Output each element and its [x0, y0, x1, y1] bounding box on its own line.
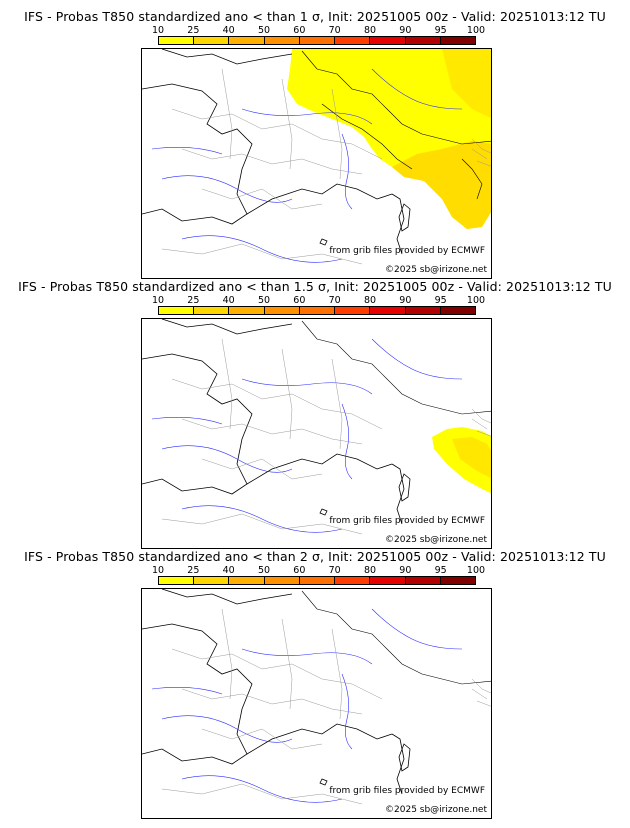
map-svg: [142, 319, 491, 535]
colorbar-swatch: [264, 577, 300, 584]
colorbar-swatch: [405, 577, 441, 584]
colorbar-swatch: [370, 307, 406, 314]
colorbar-tick-label: 25: [187, 565, 200, 576]
colorbar-swatch: [194, 37, 230, 44]
colorbar-tick-label: 40: [222, 565, 235, 576]
colorbar-tick-label: 70: [328, 295, 341, 306]
colorbar: [158, 576, 476, 585]
colorbar-tick-label: 60: [293, 25, 306, 36]
panel-1-sigma: IFS - Probas T850 standardized ano < tha…: [0, 0, 630, 279]
panel-1-5-sigma: IFS - Probas T850 standardized ano < tha…: [0, 270, 630, 549]
colorbar-swatch: [194, 577, 230, 584]
colorbar-tick-label: 95: [434, 295, 447, 306]
colorbar: [158, 36, 476, 45]
colorbar-swatch: [370, 577, 406, 584]
colorbar-tick-label: 50: [257, 25, 271, 36]
colorbar-tick-label: 80: [363, 565, 377, 576]
colorbar-swatch: [299, 307, 336, 314]
colorbar-tick-label: 100: [466, 565, 486, 576]
map: from grib files provided by ECMWF ©2025 …: [141, 48, 492, 279]
colorbar-tick-label: 70: [328, 565, 341, 576]
colorbar-swatch: [264, 37, 300, 44]
probability-area: [442, 49, 491, 119]
colorbar-swatch: [440, 577, 475, 584]
copyright: ©2025 sb@irizone.net: [385, 805, 487, 815]
colorbar-swatch: [335, 577, 371, 584]
colorbar-tick-label: 40: [222, 25, 235, 36]
colorbar-swatch: [229, 307, 265, 314]
data-credit: from grib files provided by ECMWF: [329, 516, 485, 526]
colorbar-tick-label: 80: [363, 25, 377, 36]
colorbar-tick-label: 100: [466, 295, 486, 306]
panel-title: IFS - Probas T850 standardized ano < tha…: [24, 549, 606, 564]
colorbar-swatch: [194, 307, 230, 314]
colorbar-tick-label: 40: [222, 295, 235, 306]
colorbar-swatch: [335, 307, 371, 314]
colorbar-tick-label: 10: [151, 25, 165, 36]
colorbar-tick-label: 25: [187, 295, 200, 306]
colorbar-swatch: [405, 307, 441, 314]
colorbar-swatch: [335, 37, 371, 44]
colorbar-swatch: [299, 577, 336, 584]
copyright: ©2025 sb@irizone.net: [385, 535, 487, 545]
colorbar-tick-label: 95: [434, 565, 447, 576]
map-svg: [142, 589, 491, 805]
colorbar-swatch: [159, 307, 195, 314]
colorbar-swatch: [440, 37, 475, 44]
colorbar-labels: 10 25 40 50 60 70 80 90 95 100: [152, 295, 485, 306]
colorbar-labels: 10 25 40 50 60 70 80 90 95 100: [152, 565, 485, 576]
colorbar-tick-label: 100: [466, 25, 486, 36]
colorbar-tick-label: 60: [293, 295, 306, 306]
panel-title: IFS - Probas T850 standardized ano < tha…: [18, 279, 612, 294]
colorbar-tick-label: 95: [434, 25, 447, 36]
map: from grib files provided by ECMWF ©2025 …: [141, 318, 492, 549]
colorbar-swatch: [264, 307, 300, 314]
colorbar-swatch: [299, 37, 336, 44]
data-credit: from grib files provided by ECMWF: [329, 246, 485, 256]
colorbar-tick-label: 70: [328, 25, 341, 36]
colorbar-tick-label: 10: [151, 295, 165, 306]
colorbar-labels: 10 25 40 50 60 70 80 90 95 100: [152, 25, 485, 36]
colorbar-swatch: [229, 37, 265, 44]
map-svg: [142, 49, 491, 265]
colorbar-swatch: [159, 577, 195, 584]
colorbar-swatch: [159, 37, 195, 44]
colorbar-tick-label: 90: [399, 295, 412, 306]
colorbar-tick-label: 50: [257, 565, 271, 576]
colorbar-swatch: [440, 307, 475, 314]
colorbar-tick-label: 25: [187, 25, 200, 36]
copyright: ©2025 sb@irizone.net: [385, 265, 487, 275]
probability-area: [452, 437, 491, 478]
colorbar: [158, 306, 476, 315]
colorbar-swatch: [229, 577, 265, 584]
colorbar-tick-label: 90: [399, 565, 412, 576]
colorbar-tick-label: 60: [293, 565, 306, 576]
map: from grib files provided by ECMWF ©2025 …: [141, 588, 492, 819]
colorbar-tick-label: 10: [151, 565, 165, 576]
panel-title: IFS - Probas T850 standardized ano < tha…: [24, 9, 606, 24]
colorbar-tick-label: 80: [363, 295, 377, 306]
data-credit: from grib files provided by ECMWF: [329, 786, 485, 796]
colorbar-tick-label: 90: [399, 25, 412, 36]
colorbar-swatch: [405, 37, 441, 44]
panel-2-sigma: IFS - Probas T850 standardized ano < tha…: [0, 540, 630, 819]
colorbar-swatch: [370, 37, 406, 44]
colorbar-tick-label: 50: [257, 295, 271, 306]
